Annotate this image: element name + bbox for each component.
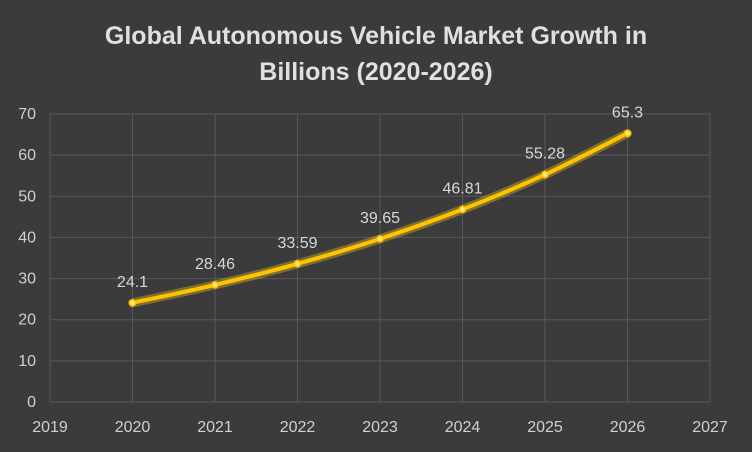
data-point-2025: [541, 170, 549, 179]
data-label-2021: 28.46: [195, 256, 235, 273]
data-point-2022: [293, 260, 302, 268]
data-label-2024: 46.81: [442, 180, 482, 197]
y-tick-label-50: 50: [18, 188, 36, 205]
y-tick-label-20: 20: [18, 312, 36, 329]
x-axis-ticks: 2019 2020 2021 2022 2023 2024 2025 2026 2027: [32, 419, 728, 436]
y-tick-label-0: 0: [27, 394, 36, 411]
x-tick-label-2026: 2026: [610, 419, 646, 436]
data-labels: 24.1 28.46 33.59 39.65 46.81 55.28 65.3: [117, 104, 643, 291]
x-tick-label-2019: 2019: [32, 419, 68, 436]
data-label-2026: 65.3: [612, 104, 643, 121]
data-point-2024: [458, 205, 467, 214]
x-tick-label-2023: 2023: [362, 419, 398, 436]
x-tick-label-2025: 2025: [527, 419, 563, 436]
x-tick-label-2024: 2024: [445, 419, 481, 436]
gridlines: [49, 113, 711, 403]
chart-title-line-1: Global Autonomous Vehicle Market Growth …: [105, 22, 647, 50]
y-tick-label-60: 60: [18, 147, 36, 164]
data-point-2020: [128, 299, 137, 307]
x-tick-label-2027: 2027: [692, 419, 728, 436]
data-label-2025: 55.28: [525, 146, 565, 163]
y-tick-label-30: 30: [18, 271, 36, 288]
data-label-2022: 33.59: [277, 235, 317, 252]
x-tick-label-2020: 2020: [115, 419, 151, 436]
data-point-2021: [211, 281, 219, 289]
data-label-2023: 39.65: [360, 210, 400, 227]
y-axis-ticks: 0 10 20 30 40 50 60 70: [18, 106, 36, 411]
x-tick-label-2022: 2022: [280, 419, 316, 436]
series-market-size: [128, 128, 632, 308]
data-point-2026: [623, 129, 632, 138]
y-tick-label-10: 10: [18, 353, 36, 370]
y-tick-label-40: 40: [18, 229, 36, 246]
y-tick-label-70: 70: [18, 106, 36, 123]
chart-title-line-2: Billions (2020-2026): [259, 58, 492, 86]
x-tick-label-2021: 2021: [197, 419, 233, 436]
data-label-2020: 24.1: [117, 274, 148, 291]
data-point-2023: [376, 235, 384, 243]
